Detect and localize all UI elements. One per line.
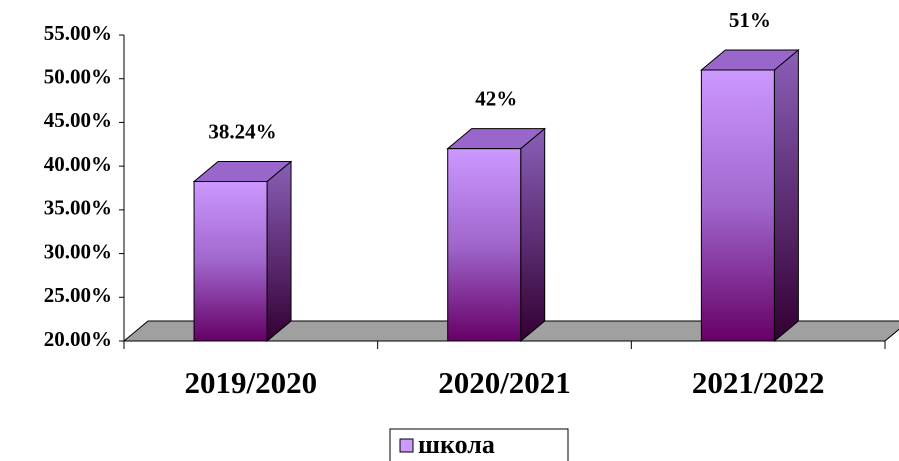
value-label: 38.24% <box>208 119 276 143</box>
legend-swatch <box>399 438 414 453</box>
x-tick-label: 2020/2021 <box>438 365 571 400</box>
bar-side <box>520 127 546 343</box>
y-tick-label: 45.00% <box>44 108 112 132</box>
bar <box>193 181 268 342</box>
bar-side <box>773 48 799 343</box>
y-tick-label: 20.00% <box>44 327 112 351</box>
x-tick-label: 2019/2020 <box>185 365 318 400</box>
y-tick-label: 40.00% <box>44 152 112 176</box>
y-tick-label: 35.00% <box>44 196 112 220</box>
legend-label: школа <box>418 430 495 459</box>
value-label: 42% <box>475 86 517 110</box>
value-label: 51% <box>729 8 771 32</box>
y-tick-label: 50.00% <box>44 65 112 89</box>
bar-side <box>266 160 292 343</box>
legend: школа <box>389 428 569 461</box>
bar <box>447 148 522 342</box>
legend-box <box>389 428 569 461</box>
y-tick-label: 25.00% <box>44 283 112 307</box>
y-tick-label: 30.00% <box>44 239 112 263</box>
bar <box>700 69 775 342</box>
x-tick-label: 2021/2022 <box>692 365 825 400</box>
y-tick-label: 55.00% <box>44 21 112 45</box>
